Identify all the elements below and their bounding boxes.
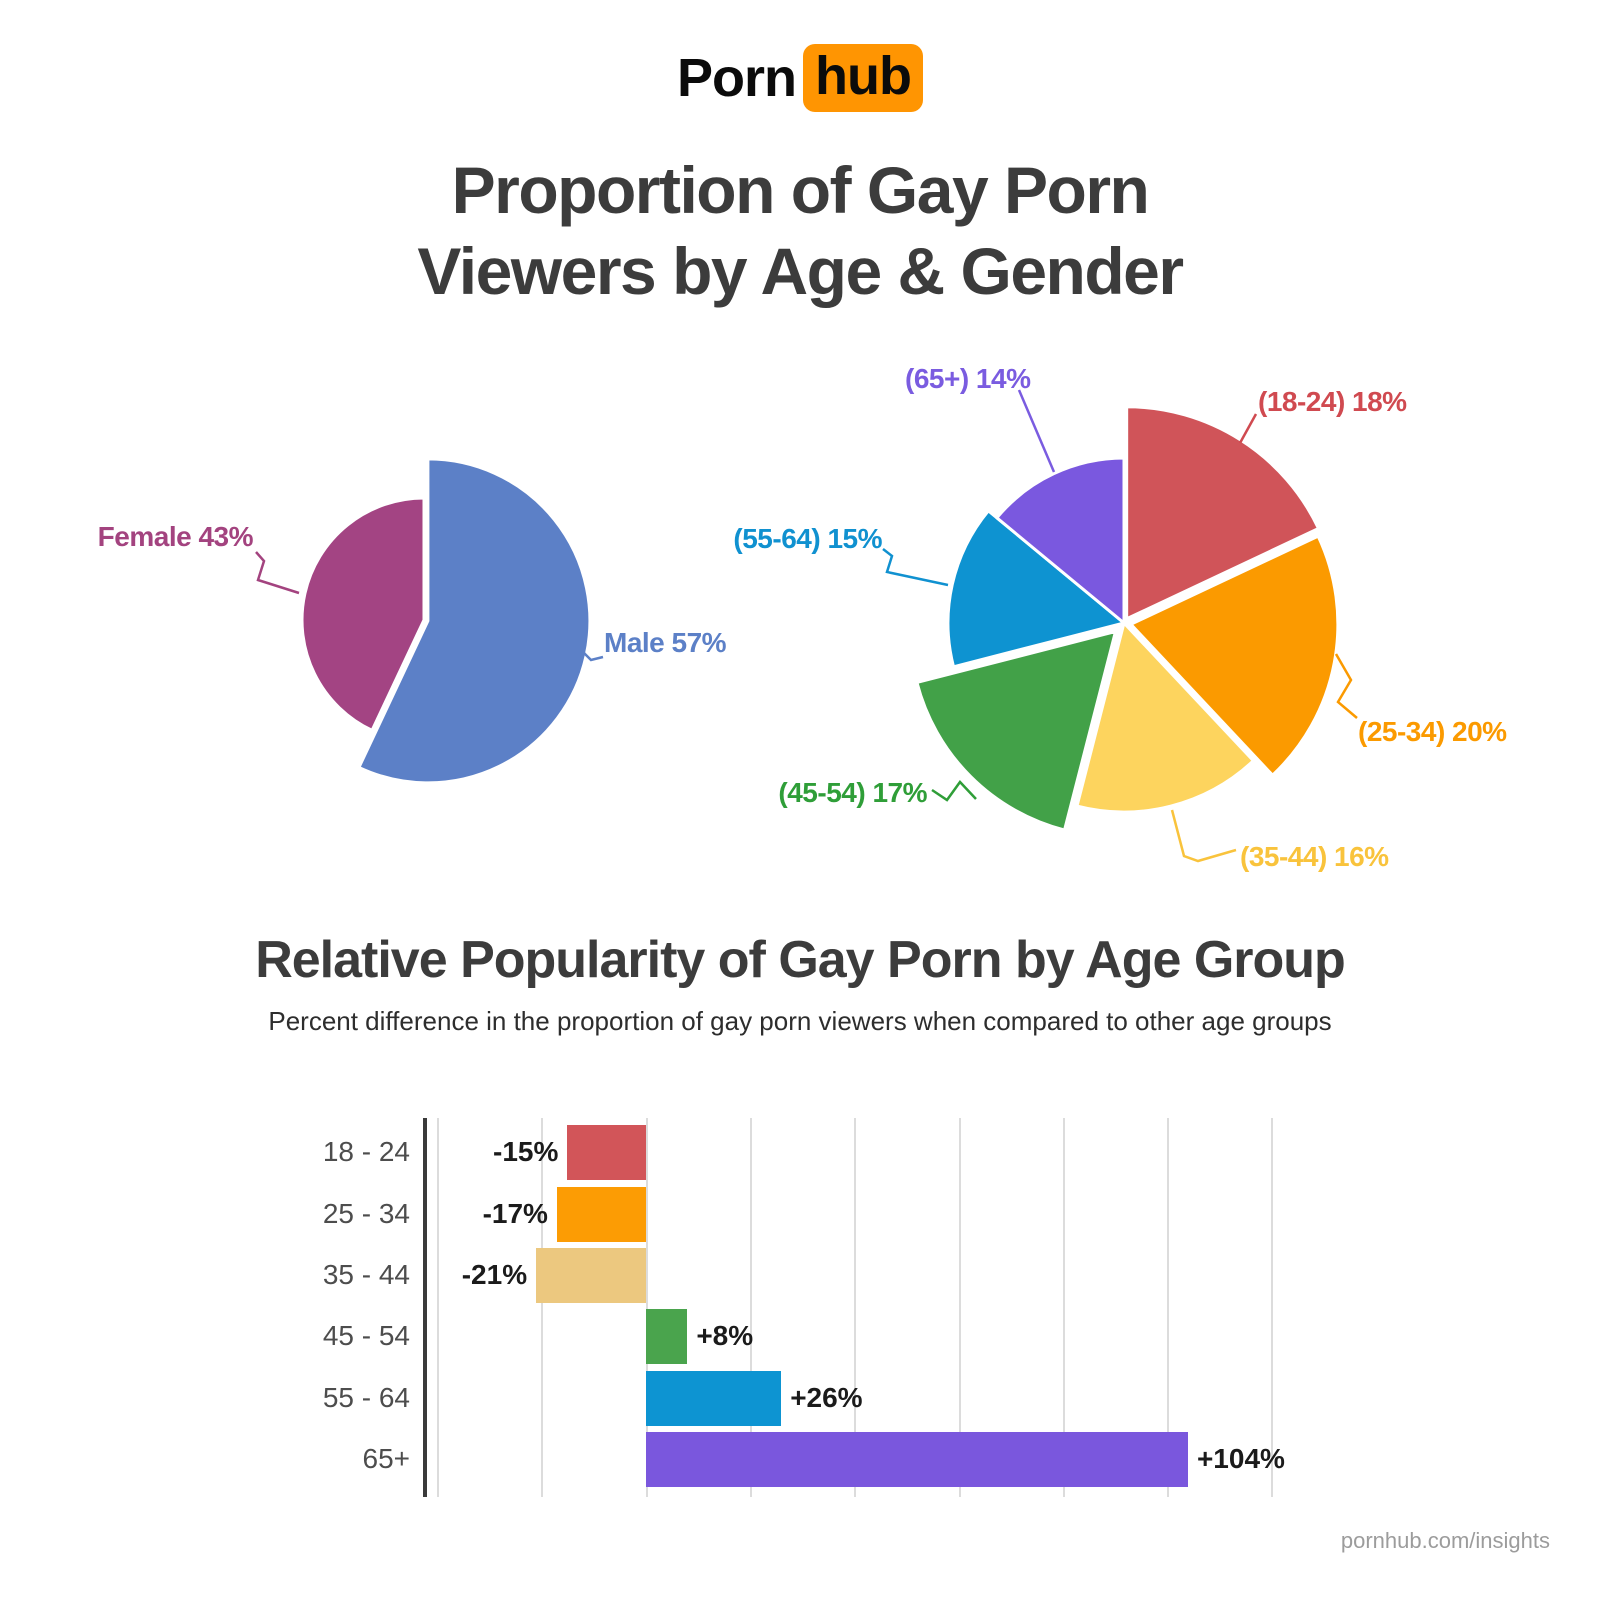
pie2-leader-35-44 [1170,809,1237,863]
bar-chart-y-axis [423,1118,427,1497]
bar-chart-gridline [437,1118,439,1497]
pie2-label-25-34: (25-34) 20% [1358,716,1507,747]
bar-chart-gridline [958,1118,961,1497]
pie2-label-35-44: (35-44) 16% [1240,841,1389,872]
pie2-slice-65- [995,456,1126,625]
bar-value-label-45-54: +8% [696,1320,754,1351]
pie1-label-male: Male 57% [604,627,727,658]
pie2-leader-55-64 [882,548,949,587]
bar-category-label-35-44: 35 - 44 [322,1259,410,1290]
footer-url: pornhub.com/insights [1340,1528,1550,1553]
section2-title: Relative Popularity of Gay Porn by Age G… [255,931,1346,989]
bar-65+ [645,1432,1188,1487]
pie2-slice-25-34 [1129,534,1340,777]
pornhub-logo: Porn hub [0,44,1600,112]
bar-25-34 [556,1187,646,1242]
pie2-slice-55-64 [946,509,1126,669]
bar-value-label-35-44: -21% [461,1259,528,1290]
pie2-slice-18-24 [1125,405,1320,621]
bar-chart-gridline [1062,1118,1065,1497]
pie2-leader-25-34 [1334,653,1358,719]
logo-porn-text: Porn [677,48,797,108]
page-title: Proportion of Gay Porn Viewers by Age & G… [0,150,1600,312]
bar-value-label-55-64: +26% [790,1382,863,1413]
pie1-label-female: Female 43% [97,521,254,552]
page-title-line2: Viewers by Age & Gender [417,234,1184,308]
bar-value-label-18-24: -15% [493,1136,559,1167]
pie2-label-55-64: (55-64) 15% [733,523,882,554]
bar-chart-gridline [1271,1118,1274,1497]
pie2-label-65-: (65+) 14% [905,363,1031,394]
bar-chart-gridline [541,1118,544,1497]
bar-category-label-18-24: 18 - 24 [322,1136,410,1167]
bar-value-label-65+: +104% [1196,1443,1285,1474]
bar-35-44 [536,1248,646,1303]
pie2-slice-45-54 [915,629,1118,832]
bar-category-label-55-64: 55 - 64 [322,1382,410,1413]
pie1-slice-female [300,496,426,732]
bar-55-64 [645,1371,782,1426]
pie2-leader-65- [1017,389,1056,473]
page-title-line1: Proportion of Gay Porn [451,153,1150,227]
bar-category-label-65+: 65+ [362,1443,411,1474]
bar-chart-gridline [749,1118,752,1497]
pie2-label-18-24: (18-24) 18% [1258,386,1407,417]
pie2-slice-35-44 [1075,621,1255,814]
bar-chart-gridline [1167,1118,1170,1497]
bar-chart-gridline [645,1118,648,1497]
bar-value-label-25-34: -17% [482,1198,548,1229]
bar-18-24 [567,1125,646,1180]
logo-hub-badge: hub [803,44,923,112]
bar-45-54 [645,1309,688,1364]
bar-category-label-45-54: 45 - 54 [322,1320,410,1351]
pie1-leader-male [581,650,604,662]
pie1-leader-female [255,551,300,595]
pie2-leader-45-54 [931,780,977,802]
bar-chart-gridline [854,1118,857,1497]
section2-subtitle: Percent difference in the proportion of … [268,1006,1332,1036]
pie2-leader-18-24 [1238,413,1258,444]
pie2-label-45-54: (45-54) 17% [778,777,927,808]
bar-category-label-25-34: 25 - 34 [322,1198,410,1229]
